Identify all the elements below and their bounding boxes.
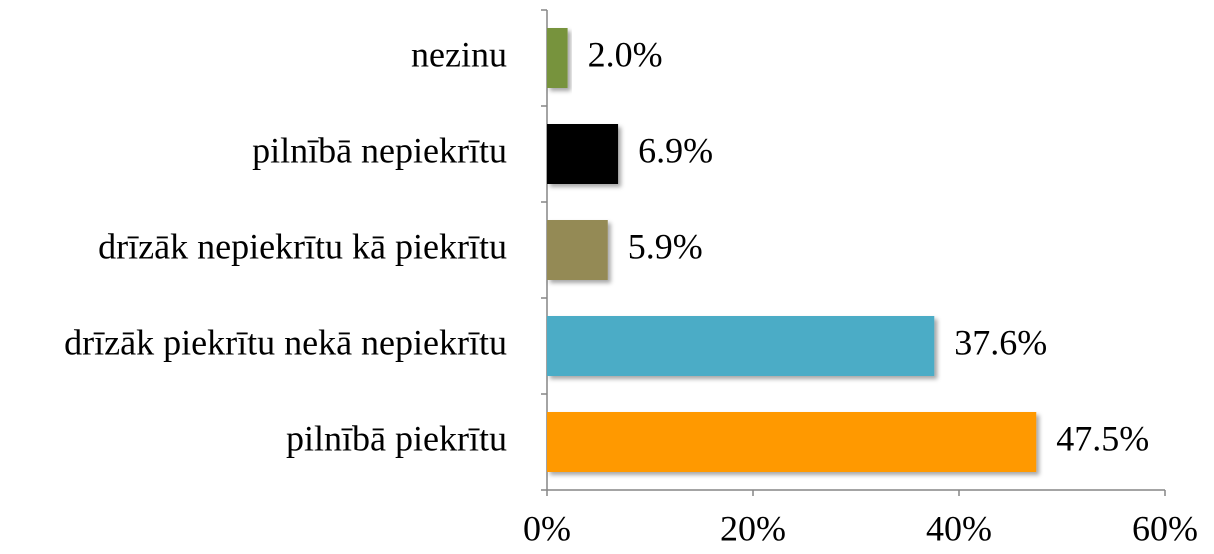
x-tick-label: 40% (926, 508, 992, 548)
bar (547, 28, 568, 88)
value-label: 47.5% (1056, 418, 1149, 458)
x-tick-label: 60% (1132, 508, 1198, 548)
y-tick-label: nezinu (411, 34, 507, 74)
y-tick-label: drīzāk piekrītu nekā nepiekrītu (64, 322, 507, 362)
value-label: 6.9% (638, 130, 713, 170)
x-tick-label: 0% (523, 508, 571, 548)
y-tick-label: pilnībā piekrītu (286, 418, 507, 458)
bar (547, 220, 608, 280)
bar (547, 124, 619, 184)
x-tick-label: 20% (720, 508, 786, 548)
value-label: 37.6% (954, 322, 1047, 362)
bar (547, 412, 1037, 472)
value-label: 2.0% (588, 34, 663, 74)
bar (547, 316, 935, 376)
y-tick-label: drīzāk nepiekrītu kā piekrītu (98, 226, 507, 266)
y-tick-label: pilnībā nepiekrītu (252, 130, 507, 170)
value-label: 5.9% (628, 226, 703, 266)
